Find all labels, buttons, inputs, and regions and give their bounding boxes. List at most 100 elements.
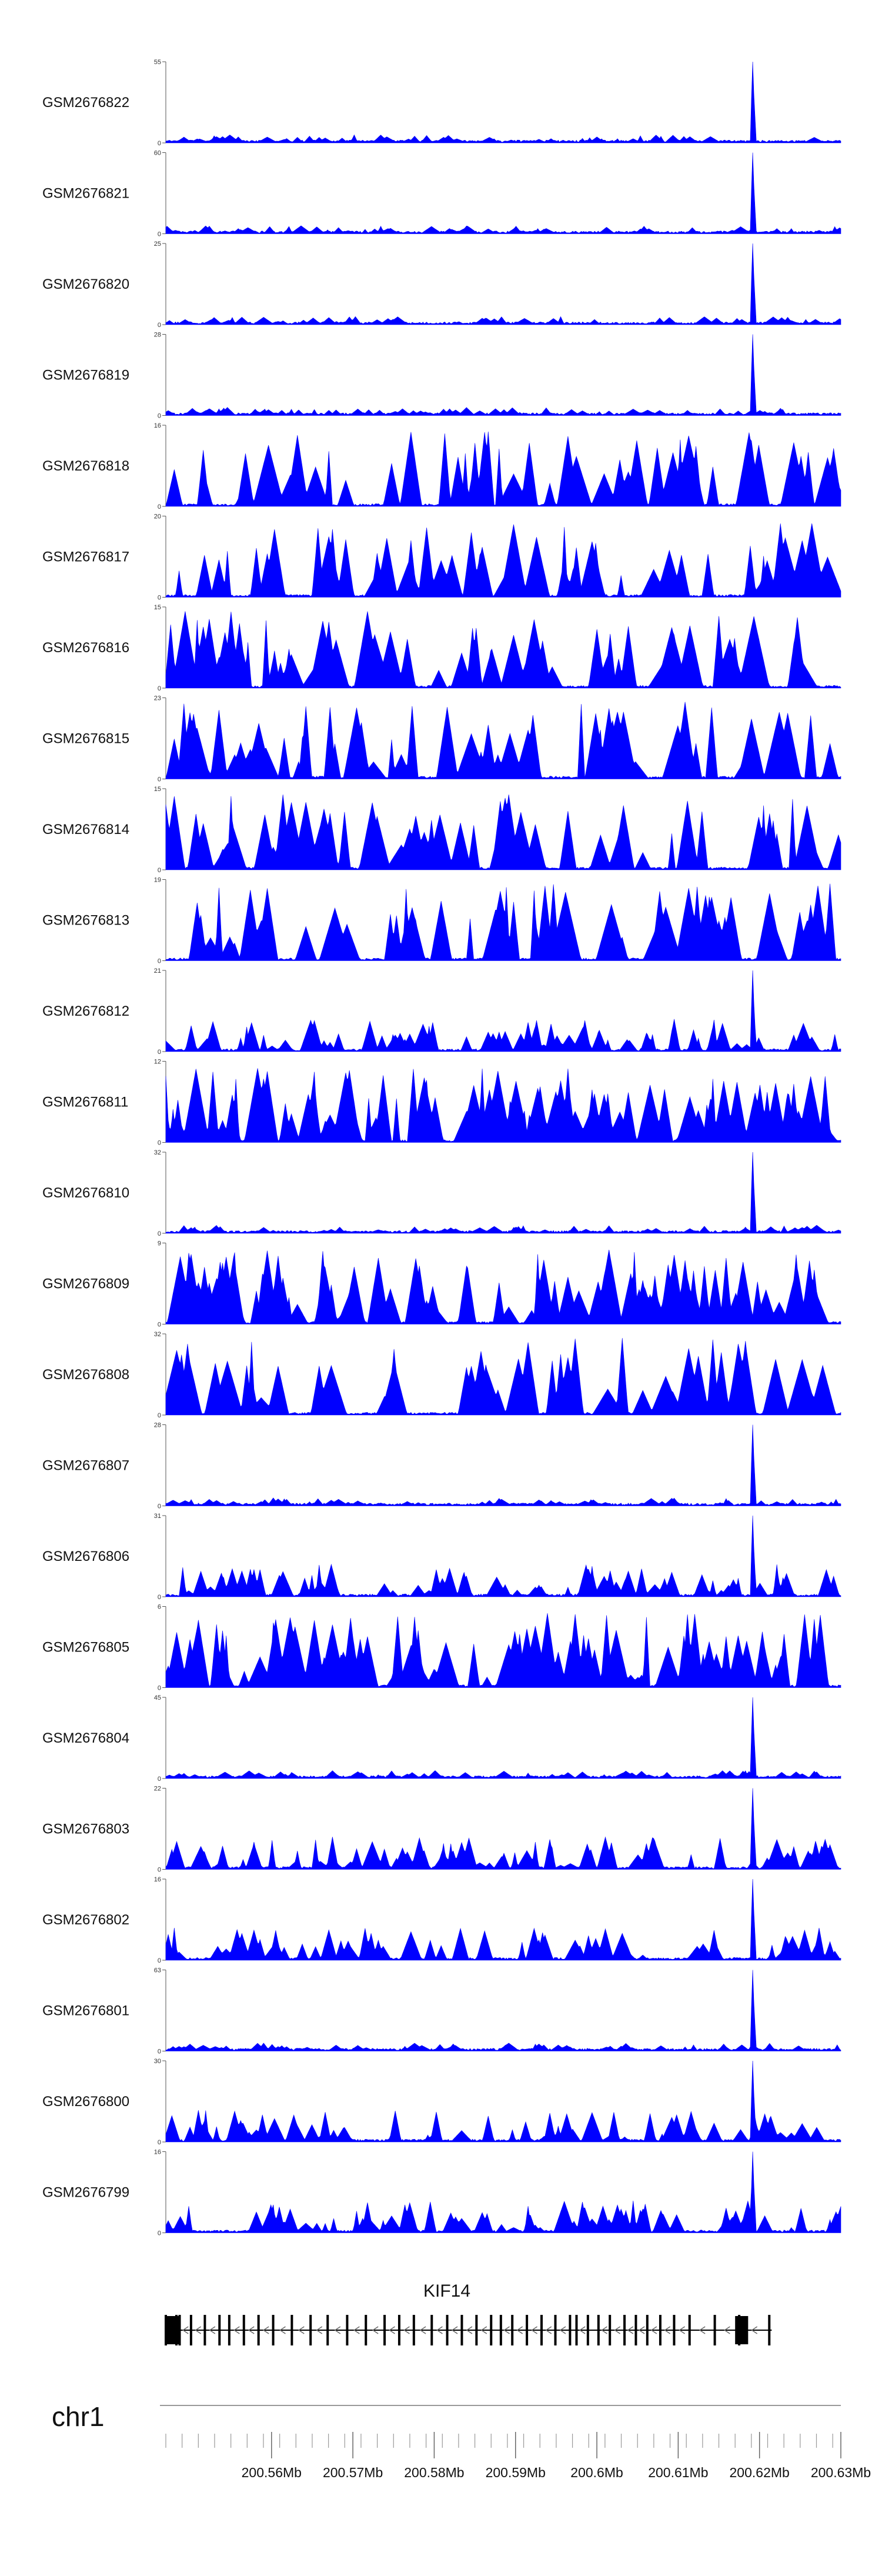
sample-label: GSM2676820 — [42, 276, 129, 292]
strand-arrow-icon — [403, 2326, 410, 2334]
gene-exon — [688, 2315, 691, 2345]
y-min-label: 0 — [158, 1412, 161, 1419]
strand-arrow-icon — [516, 2326, 523, 2334]
strand-arrow-icon — [627, 2326, 634, 2334]
gene-exon — [659, 2315, 662, 2345]
coverage-area — [165, 1515, 841, 1597]
strand-arrow-icon — [436, 2326, 443, 2334]
axis-tick-label: 200.57Mb — [323, 2465, 383, 2480]
gene-exon — [446, 2315, 449, 2345]
sample-label: GSM2676810 — [42, 1185, 129, 1201]
axis-tick-label: 200.58Mb — [404, 2465, 464, 2480]
coverage-track: GSM2676804 45 0 — [42, 1694, 841, 1783]
coverage-area — [165, 523, 841, 598]
y-min-label: 0 — [158, 867, 161, 874]
sample-label: GSM2676807 — [42, 1458, 129, 1474]
strand-arrow-icon — [466, 2326, 473, 2334]
coverage-area — [165, 2060, 841, 2143]
coverage-area — [165, 1338, 841, 1416]
gene-exon — [575, 2315, 578, 2345]
strand-arrow-icon — [579, 2326, 586, 2334]
sample-label: GSM2676806 — [42, 1549, 129, 1564]
y-min-label: 0 — [158, 1322, 161, 1329]
strand-arrow-icon — [638, 2326, 645, 2334]
coverage-track: GSM2676806 31 0 — [42, 1513, 841, 1601]
coverage-area — [165, 334, 841, 416]
strand-arrow-icon — [503, 2326, 510, 2334]
strand-arrow-icon — [389, 2326, 395, 2334]
coverage-track: GSM2676802 16 0 — [42, 1876, 841, 1964]
y-max-label: 32 — [154, 1331, 161, 1338]
strand-arrow-icon — [559, 2326, 566, 2334]
axis-tick-label: 200.56Mb — [242, 2465, 302, 2480]
strand-arrow-icon — [751, 2326, 758, 2334]
coverage-track: GSM2676810 32 0 — [42, 1149, 841, 1237]
coverage-area — [165, 431, 841, 507]
coverage-track: GSM2676817 20 0 — [42, 513, 841, 602]
gene-exon — [586, 2315, 589, 2345]
gene-exon — [397, 2315, 400, 2345]
y-min-label: 0 — [158, 1867, 161, 1874]
y-min-label: 0 — [158, 2048, 161, 2056]
gene-exon — [597, 2315, 600, 2345]
strand-arrow-icon — [614, 2326, 621, 2334]
sample-label: GSM2676821 — [42, 186, 129, 202]
coverage-track: GSM2676819 28 0 — [42, 332, 841, 420]
coverage-area — [165, 1068, 841, 1143]
sample-label: GSM2676800 — [42, 2094, 129, 2110]
axis-tick-label: 200.62Mb — [730, 2465, 790, 2480]
gene-exon — [499, 2315, 502, 2345]
y-max-label: 32 — [154, 1149, 161, 1156]
gene-exon — [346, 2315, 349, 2345]
sample-label: GSM2676802 — [42, 1912, 129, 1928]
y-max-label: 25 — [154, 241, 161, 248]
y-min-label: 0 — [158, 322, 161, 329]
y-min-label: 0 — [158, 1594, 161, 1601]
strand-arrow-icon — [298, 2326, 305, 2334]
strand-arrow-icon — [334, 2326, 341, 2334]
gene-exon — [242, 2315, 245, 2345]
gene-exon — [634, 2315, 637, 2345]
y-max-label: 30 — [154, 2058, 161, 2065]
strand-arrow-icon — [209, 2326, 216, 2334]
coverage-track: GSM2676820 25 0 — [42, 241, 841, 329]
strand-arrow-icon — [699, 2326, 706, 2334]
y-min-label: 0 — [158, 958, 161, 965]
gene-exon — [383, 2315, 386, 2345]
gene-exon — [430, 2315, 433, 2345]
y-min-label: 0 — [158, 1957, 161, 1964]
coverage-track: GSM2676812 21 0 — [42, 967, 841, 1056]
gene-exon — [713, 2315, 716, 2345]
sample-label: GSM2676812 — [42, 1003, 129, 1019]
gene-exon — [365, 2315, 368, 2345]
y-max-label: 60 — [154, 150, 161, 157]
coverage-area — [165, 1152, 841, 1234]
strand-arrow-icon — [724, 2326, 730, 2334]
y-min-label: 0 — [158, 503, 161, 510]
y-min-label: 0 — [158, 595, 161, 602]
strand-arrow-icon — [233, 2326, 240, 2334]
coverage-area — [165, 702, 841, 779]
coverage-area — [165, 1878, 841, 1961]
coverage-tracks: GSM2676822550GSM2676821600GSM2676820250G… — [42, 59, 841, 2237]
sample-label: GSM2676813 — [42, 913, 129, 929]
y-max-label: 28 — [154, 1422, 161, 1429]
genomic-axis-track: chr1 200.56Mb 200.57Mb 200.58Mb 200.59Mb 200.… — [52, 2401, 871, 2480]
gene-exon — [326, 2315, 329, 2345]
coverage-area — [165, 1613, 841, 1688]
sample-label: GSM2676815 — [42, 731, 129, 747]
y-max-label: 21 — [154, 967, 161, 975]
sample-label: GSM2676808 — [42, 1367, 129, 1383]
coverage-area — [165, 1788, 841, 1870]
coverage-area — [165, 883, 841, 961]
coverage-area — [165, 2151, 841, 2233]
coverage-track: GSM2676801 63 0 — [42, 1967, 841, 2056]
gene-exon — [609, 2315, 612, 2345]
gene-exon — [228, 2315, 230, 2345]
y-min-label: 0 — [158, 776, 161, 783]
gene-name-label: KIF14 — [423, 2281, 470, 2301]
y-min-label: 0 — [158, 1140, 161, 1147]
strand-arrow-icon — [664, 2326, 671, 2334]
coverage-track: GSM2676800 30 0 — [42, 2058, 841, 2146]
y-max-label: 23 — [154, 695, 161, 702]
